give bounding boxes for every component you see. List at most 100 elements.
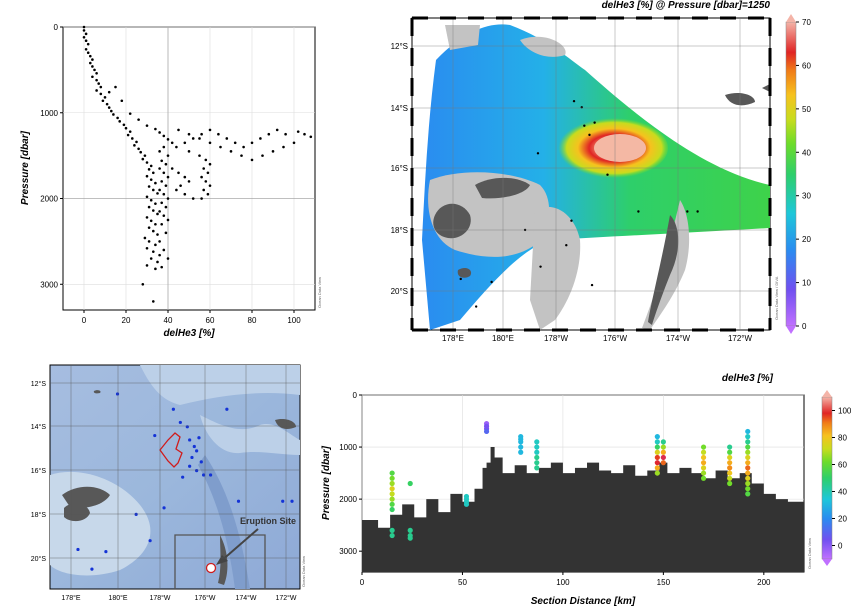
- profile-point: [206, 192, 210, 196]
- profile-ytick-label: 0: [54, 23, 59, 32]
- section-point: [727, 470, 733, 476]
- profile-point: [84, 47, 88, 51]
- profile-point: [145, 161, 149, 164]
- profile-xtick-label: 60: [206, 316, 215, 325]
- station-map-ytick-label: 14°S: [31, 423, 47, 431]
- profile-point: [154, 127, 157, 131]
- profile-point: [208, 162, 212, 166]
- station-dot: [199, 460, 203, 464]
- section-point: [727, 465, 733, 471]
- section-point: [654, 460, 660, 466]
- section-point: [534, 439, 540, 445]
- map-1250-station: [588, 133, 591, 137]
- map-1250-station: [490, 280, 493, 284]
- profile-point: [156, 233, 159, 236]
- profile-point: [179, 184, 182, 187]
- section-colorbar: [821, 396, 833, 560]
- station-map-land: [62, 486, 110, 508]
- profile-point: [149, 178, 153, 181]
- profile-point: [95, 78, 98, 82]
- profile-point: [166, 138, 170, 141]
- section-point: [654, 465, 660, 471]
- profile-ytick-label: 2000: [40, 195, 58, 204]
- section-ytick-label: 0: [353, 391, 358, 400]
- section-point: [745, 434, 751, 440]
- profile-point: [147, 168, 151, 171]
- section-point: [660, 444, 666, 450]
- profile-point: [158, 150, 161, 153]
- profile-ytick-label: 1000: [40, 109, 58, 118]
- station-dot: [134, 512, 138, 516]
- profile-point: [198, 137, 201, 140]
- station-dot: [190, 455, 194, 460]
- profile-point: [233, 141, 237, 145]
- map-1250-hotspot-core: [594, 134, 646, 162]
- colorbar-tick-label: 50: [802, 105, 811, 114]
- section-point: [745, 454, 751, 461]
- profile-point: [200, 132, 203, 136]
- map-1250-ytick-label: 14°S: [391, 104, 408, 113]
- map-1250-axes: 178°E 180°E 178°W 176°W 174°W 172°W 12°S 14°S 16…: [391, 16, 772, 343]
- profile-point: [303, 132, 306, 136]
- profile-point: [135, 140, 138, 144]
- profile-point: [107, 90, 111, 94]
- profile-point: [160, 180, 163, 183]
- profile-point: [187, 150, 191, 153]
- profile-point: [202, 188, 205, 192]
- map-1250-land: [475, 177, 530, 199]
- profile-point: [162, 248, 166, 252]
- station-dot: [115, 392, 120, 396]
- profile-points: [82, 25, 313, 303]
- section-point: [389, 527, 395, 533]
- section-point: [654, 454, 660, 461]
- map-1250-xtick-label: 180°E: [492, 334, 514, 343]
- section-title: delHe3 [%]: [722, 373, 774, 384]
- station-dot: [90, 567, 94, 571]
- profile-point: [118, 120, 121, 123]
- colorbar-tick-label: 0: [802, 322, 807, 331]
- profile-watermark: Ocean Data View: [317, 277, 322, 308]
- profile-point: [126, 133, 130, 137]
- profile-point: [82, 29, 86, 32]
- profile-xlabel: delHe3 [%]: [163, 328, 215, 339]
- profile-point: [156, 260, 159, 264]
- map-1250-watermark: Ocean Data View / DIVA: [774, 276, 779, 320]
- profile-point: [124, 126, 128, 130]
- profile-point: [200, 197, 203, 200]
- profile-point: [271, 150, 275, 153]
- station-dot: [178, 420, 182, 425]
- section-point: [727, 444, 733, 450]
- profile-point: [187, 132, 191, 136]
- section-point: [534, 465, 540, 471]
- section-point: [518, 444, 524, 450]
- map-1250-xtick-label: 172°W: [728, 334, 753, 343]
- profile-point: [292, 141, 296, 145]
- profile-point: [240, 154, 243, 157]
- section-point: [745, 491, 751, 497]
- section-point: [700, 449, 707, 455]
- section-xtick-label: 100: [556, 578, 570, 587]
- profile-point: [204, 180, 208, 183]
- station-map-stations: [76, 392, 294, 571]
- map-1250-station: [474, 305, 478, 308]
- profile-point: [309, 135, 313, 139]
- colorbar-tick-label: 30: [802, 192, 811, 201]
- profile-ytick-label: 3000: [40, 280, 58, 289]
- profile-point: [200, 175, 203, 179]
- section-point: [534, 460, 540, 466]
- profile-point: [152, 300, 155, 303]
- profile-point: [99, 92, 103, 96]
- profile-point: [149, 219, 153, 223]
- section-point: [654, 439, 660, 445]
- profile-point: [208, 141, 212, 145]
- profile-ylabel: Pressure [dbar]: [20, 130, 31, 205]
- profile-point: [103, 96, 107, 99]
- profile-point: [170, 141, 174, 145]
- map-1250-land: [457, 267, 472, 278]
- profile-point: [107, 106, 111, 109]
- section-point: [745, 444, 751, 450]
- map-1250-ytick-label: 16°S: [391, 164, 408, 173]
- colorbar-tick-label: 70: [802, 18, 811, 27]
- profile-point: [175, 145, 178, 149]
